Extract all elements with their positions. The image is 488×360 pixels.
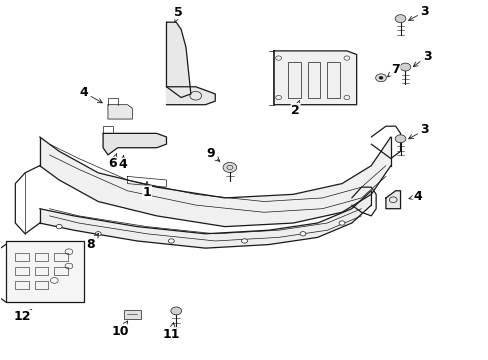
Circle shape — [394, 135, 405, 143]
Polygon shape — [166, 87, 215, 105]
Circle shape — [378, 76, 382, 79]
Bar — [15, 282, 29, 289]
Polygon shape — [5, 241, 83, 302]
Bar — [35, 253, 48, 261]
Text: 3: 3 — [412, 50, 431, 67]
Polygon shape — [273, 51, 356, 105]
Text: 4: 4 — [118, 155, 127, 171]
Circle shape — [394, 15, 405, 23]
Circle shape — [338, 221, 344, 225]
Polygon shape — [108, 105, 132, 119]
Bar — [307, 62, 320, 98]
Bar — [15, 253, 29, 261]
Text: 10: 10 — [111, 321, 129, 338]
Bar — [54, 253, 68, 261]
Bar — [288, 62, 300, 98]
Text: 12: 12 — [14, 310, 32, 324]
Bar — [327, 62, 339, 98]
Circle shape — [241, 239, 247, 243]
Text: 1: 1 — [142, 182, 151, 199]
Text: 4: 4 — [79, 86, 102, 103]
Bar — [35, 282, 48, 289]
Circle shape — [95, 231, 101, 236]
Circle shape — [56, 225, 62, 229]
Polygon shape — [166, 22, 190, 98]
Bar — [35, 267, 48, 275]
Text: 7: 7 — [387, 63, 399, 77]
Text: 2: 2 — [291, 100, 300, 117]
Polygon shape — [103, 134, 166, 155]
Text: 8: 8 — [86, 233, 99, 251]
Circle shape — [375, 74, 386, 82]
Text: 3: 3 — [408, 123, 428, 139]
Circle shape — [168, 239, 174, 243]
Text: 3: 3 — [408, 5, 428, 21]
Text: 4: 4 — [408, 190, 421, 203]
Text: 6: 6 — [108, 154, 117, 170]
Text: 5: 5 — [174, 6, 183, 22]
Text: 9: 9 — [205, 147, 219, 161]
Bar — [54, 267, 68, 275]
Bar — [123, 310, 141, 319]
Text: 11: 11 — [163, 323, 180, 341]
Circle shape — [399, 63, 410, 71]
Polygon shape — [385, 191, 400, 209]
Polygon shape — [40, 191, 370, 248]
Bar — [15, 267, 29, 275]
Polygon shape — [40, 137, 390, 226]
Circle shape — [170, 307, 181, 315]
Circle shape — [300, 231, 305, 236]
Circle shape — [223, 162, 236, 172]
